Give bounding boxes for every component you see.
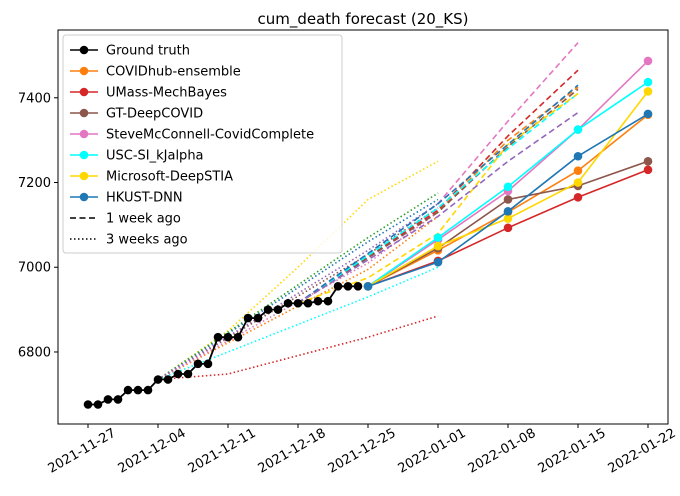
x-tick-label: 2022-01-22 [606, 426, 679, 477]
series-point [573, 178, 583, 187]
legend-label: HKUST-DNN [106, 191, 183, 206]
legend-swatch-marker [79, 66, 89, 76]
series-point [643, 157, 653, 166]
legend-swatch-marker [79, 87, 89, 97]
ground-truth-point [303, 298, 313, 308]
ground-truth-point [243, 313, 253, 323]
series-line [297, 88, 579, 304]
ground-truth-line [88, 285, 358, 406]
x-tick-label: 2021-12-18 [256, 426, 329, 477]
legend: Ground truth COVIDhub-ensemble UMass-MechB… [62, 34, 343, 254]
ground-truth-point [193, 359, 203, 369]
ground-truth-point [223, 332, 233, 342]
ground-truth-point [123, 385, 133, 395]
series-line [297, 111, 579, 304]
legend-label: SteveMcConnell-CovidComplete [106, 128, 314, 143]
series-point [503, 195, 513, 204]
series-point [503, 214, 513, 223]
ground-truth-point [163, 375, 173, 384]
legend-swatch-marker [79, 150, 89, 160]
ground-truth-point [153, 375, 163, 384]
series-point [363, 282, 373, 291]
legend-label: Microsoft-DeepSTIA [106, 170, 233, 185]
series-point [573, 125, 583, 134]
series-point [573, 151, 583, 161]
series-line [297, 92, 579, 304]
series-point [433, 257, 443, 267]
x-axis: 2021-11-272021-12-042021-12-112021-12-18… [46, 424, 679, 477]
ground-truth-point [353, 282, 363, 291]
ground-truth-point [333, 282, 343, 291]
x-tick-label: 2022-01-15 [536, 426, 609, 477]
chart-title: cum_death forecast (20_KS) [257, 10, 468, 29]
legend-swatch-marker [79, 129, 89, 139]
y-axis: 6800 7000 7200 7400 [18, 91, 58, 360]
legend-box [62, 34, 343, 254]
legend-label: GT-DeepCOVID [106, 107, 203, 122]
y-tick-label: 7200 [18, 176, 51, 191]
ground-truth-point [253, 313, 263, 323]
ground-truth-point [313, 296, 323, 306]
ground-truth-point [283, 298, 293, 308]
series-line [157, 215, 439, 381]
series-point [503, 182, 513, 192]
legend-label: 1 week ago [106, 212, 181, 227]
legend-swatch-marker [79, 45, 89, 55]
series-line [157, 266, 439, 381]
x-tick-label: 2021-12-04 [116, 426, 189, 477]
ground-truth-point [173, 369, 183, 379]
series-point [643, 87, 653, 96]
y-tick-label: 6800 [18, 345, 51, 360]
legend-label: Ground truth [106, 44, 190, 59]
series-point [433, 241, 443, 251]
legend-swatch-marker [79, 108, 89, 118]
ground-truth-point [273, 305, 283, 314]
legend-label: 3 weeks ago [106, 233, 188, 248]
x-tick-label: 2021-12-11 [186, 426, 259, 477]
series-point [573, 166, 583, 175]
legend-label: UMass-MechBayes [106, 86, 227, 101]
ground-truth-point [143, 385, 153, 395]
plot-area [83, 42, 653, 409]
ground-truth-point [213, 332, 223, 342]
ground-truth-point [233, 332, 243, 342]
legend-swatch-marker [79, 192, 89, 202]
legend-label: COVIDhub-ensemble [106, 65, 241, 80]
y-tick-label: 7000 [18, 261, 51, 276]
series-point [503, 207, 513, 216]
series-line [157, 315, 439, 381]
series-point [433, 233, 443, 242]
series-line [367, 60, 649, 287]
ground-truth-point [113, 395, 123, 404]
series-point [643, 77, 653, 87]
series-point [643, 109, 653, 119]
ground-truth-point [93, 400, 103, 409]
ground-truth-point [203, 359, 213, 369]
ground-truth-point [343, 282, 353, 291]
ground-truth-point [133, 385, 143, 395]
x-tick-label: 2022-01-01 [396, 426, 469, 477]
series-point [643, 165, 653, 175]
ground-truth-point [293, 298, 303, 308]
legend-label: USC-SI_kJalpha [106, 149, 204, 164]
x-tick-label: 2021-11-27 [46, 426, 119, 477]
legend-swatch-marker [79, 171, 89, 181]
series-point [503, 223, 513, 233]
y-tick-label: 7400 [18, 91, 51, 106]
x-tick-label: 2021-12-25 [326, 426, 399, 477]
plot-frame [57, 29, 669, 425]
series-line [297, 69, 579, 304]
x-tick-label: 2022-01-08 [466, 426, 539, 477]
ground-truth-point [263, 305, 273, 314]
ground-truth-point [103, 395, 113, 404]
series-point [573, 193, 583, 202]
ground-truth-point [83, 400, 93, 409]
series-point [643, 56, 653, 66]
ground-truth-point [183, 369, 193, 379]
series-line [297, 84, 579, 304]
ground-truth-point [323, 296, 333, 306]
series-line [157, 192, 439, 381]
